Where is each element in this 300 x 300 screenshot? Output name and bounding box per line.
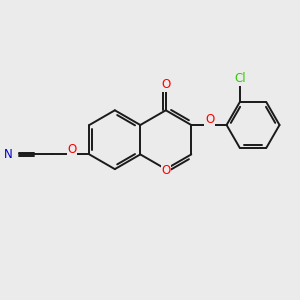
Text: O: O	[67, 143, 76, 156]
Text: O: O	[205, 113, 214, 127]
Text: O: O	[161, 78, 170, 91]
Text: N: N	[4, 148, 13, 161]
Text: Cl: Cl	[234, 72, 246, 85]
Text: O: O	[161, 164, 170, 177]
